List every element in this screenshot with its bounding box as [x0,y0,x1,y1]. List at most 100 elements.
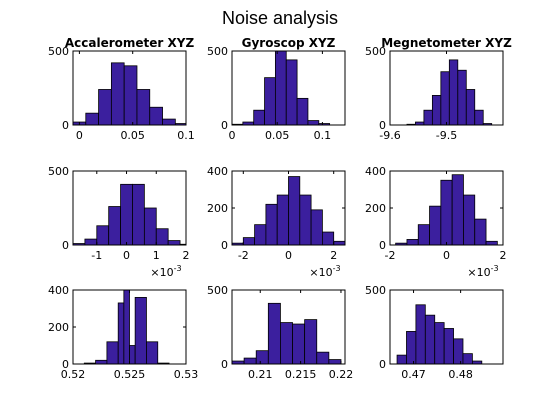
histogram-bar [280,322,293,365]
histogram-bar [299,194,312,246]
x-tick-label: 0 [76,129,83,142]
histogram-bar [123,289,130,365]
y-tick-label: 0 [221,239,228,252]
histogram-bar [424,314,436,365]
histogram-bar [485,240,498,246]
y-tick-label: 400 [48,284,69,297]
y-tick-label: 500 [48,165,69,178]
histogram-bar [396,354,407,365]
x-tick-label: 0.22 [329,368,354,381]
histogram-bar [167,240,181,246]
histogram-bar [474,109,484,126]
histogram-bar [462,353,473,365]
y-tick-label: 500 [365,284,386,297]
histogram-bar [134,296,147,365]
histogram-bar [143,207,157,246]
x-tick-label: -2 [238,249,249,262]
y-tick-label: 500 [207,45,228,58]
x-tick-label: -9.5 [436,129,457,142]
histogram-bar [406,331,417,365]
x-tick-label: 1 [153,249,160,262]
axis-multiplier-exponent: -3 [491,264,499,273]
axes-frame [72,170,187,246]
histogram-bar [149,106,163,126]
x-tick-label: 0.47 [401,368,426,381]
histogram-bar [276,194,289,246]
histogram-bar [296,97,309,126]
y-tick-label: 200 [48,321,69,334]
histogram-bar [321,231,335,246]
x-tick-label: 0.21 [248,368,273,381]
figure-title: Noise analysis [222,8,338,28]
histogram-bar [265,203,278,246]
y-tick-label: 0 [379,239,386,252]
histogram-bar [307,120,320,126]
histogram-bar [117,302,125,365]
y-tick-label: 0 [62,119,69,132]
histogram-bar [274,50,287,126]
histogram-bar [333,240,346,246]
subplot-title: Accalerometer XYZ [65,36,195,50]
histogram-bar [106,341,119,365]
histogram-bar [96,225,110,246]
histogram-bar [429,205,442,246]
histogram-bar [465,89,476,126]
x-tick-label: 0.05 [120,129,145,142]
histogram-bar [242,237,256,246]
axis-multiplier-exponent: -3 [174,264,182,273]
axis-multiplier: ×10-3 [467,264,498,279]
y-tick-label: 0 [379,358,386,371]
x-tick-label: 0 [443,249,450,262]
x-tick-label: 0.215 [285,368,317,381]
x-tick-label: 2 [500,249,507,262]
x-tick-label: -9.6 [379,129,400,142]
histogram-bar [415,304,426,365]
histogram-bar [110,62,125,126]
x-tick-label: 0.1 [177,129,195,142]
axis-multiplier-base: ×10 [309,266,332,279]
y-tick-label: 500 [207,284,228,297]
histogram-panel: 0.52 0.525 0.53 0 200 400 [48,284,198,381]
subplot-title: Megnetometer XYZ [381,36,512,50]
histogram-bar [406,239,419,246]
y-tick-label: 0 [221,358,228,371]
axis-multiplier: ×10-3 [150,264,181,279]
x-tick-label: 0.05 [265,129,290,142]
histogram-panel: 0 0.05 0.1 0 500 Gyroscop XYZ [207,36,346,142]
y-tick-label: 0 [62,239,69,252]
histogram-bar [285,59,298,126]
histogram-bar [417,224,430,246]
histogram-bar [440,71,450,126]
axis-multiplier-base: ×10 [150,266,173,279]
x-tick-label: 0 [229,129,236,142]
histogram-bar [264,77,276,126]
histogram-bar [84,238,98,246]
x-tick-label: -1 [91,249,102,262]
x-tick-label: 0 [123,249,130,262]
histogram-bar [316,351,330,365]
histogram-bar [146,341,159,365]
histogram-bar [474,218,487,246]
histogram-bar [132,183,145,246]
axes-frame [231,289,346,365]
histogram-bar [108,206,121,246]
y-tick-label: 200 [207,202,228,215]
histogram-bar [253,109,265,126]
y-tick-label: 500 [48,45,69,58]
histogram-bar [463,194,476,246]
y-tick-label: 0 [221,119,228,132]
histogram-bar [267,302,281,365]
x-tick-label: 2 [330,249,337,262]
subplot-title: Gyroscop XYZ [242,36,336,50]
histogram-bar [453,338,464,365]
histogram-bar [292,323,306,365]
y-tick-label: 400 [207,165,228,178]
histogram-bar [431,95,442,126]
y-tick-label: 500 [365,45,386,58]
histogram-bar [310,209,323,246]
